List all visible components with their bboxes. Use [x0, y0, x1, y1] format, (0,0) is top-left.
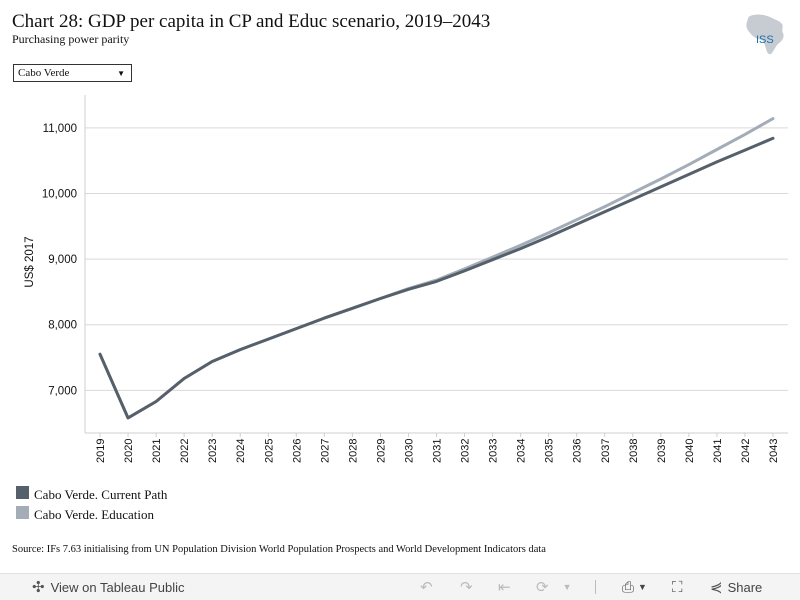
x-tick-label: 2029: [375, 439, 387, 463]
x-tick-label: 2026: [291, 439, 303, 463]
y-tick-label: 7,000: [48, 385, 77, 397]
tableau-icon: ✣: [32, 579, 45, 596]
tableau-toolbar: ✣ View on Tableau Public ↶ ↷ ⇤ ⟳ ▼ ⎙ ▼ ⛶…: [0, 573, 800, 600]
revert-button[interactable]: ⇤: [498, 574, 511, 600]
series-line-education[interactable]: [98, 117, 775, 420]
x-tick-label: 2024: [235, 439, 247, 463]
x-tick-label: 2039: [656, 439, 668, 463]
source-note: Source: IFs 7.63 initialising from UN Po…: [12, 544, 546, 555]
view-on-tableau-button[interactable]: ✣ View on Tableau Public: [32, 574, 185, 600]
legend-item-current-path[interactable]: Cabo Verde. Current Path: [16, 485, 167, 505]
series-lines: [98, 117, 775, 420]
chevron-down-icon: ▼: [638, 582, 647, 592]
x-tick-label: 2033: [488, 439, 500, 463]
grid-lines: [85, 127, 788, 391]
x-tick-label: 2034: [516, 439, 528, 463]
refresh-icon: ⟳: [536, 579, 549, 596]
x-tick-label: 2043: [768, 439, 780, 463]
share-label: Share: [727, 579, 763, 595]
x-tick-label: 2019: [95, 439, 107, 463]
x-tick-label: 2028: [347, 439, 359, 463]
share-button[interactable]: ⋞ Share: [710, 574, 762, 600]
x-tick-labels: 2019 2020 2021 2022 2023 2024 2025 2026 2027 2028…: [95, 433, 780, 463]
toolbar-divider: [595, 580, 596, 594]
x-tick-label: 2025: [263, 439, 275, 463]
x-tick-label: 2021: [151, 439, 163, 463]
caret-down-icon: ▼: [117, 68, 125, 78]
y-tick-label: 11,000: [43, 123, 77, 135]
fullscreen-icon: ⛶: [672, 578, 683, 596]
line-chart: 7,000 8,000 9,000 10,000 11,000 2019 2020 2021…: [24, 95, 788, 463]
x-tick-label: 2032: [460, 439, 472, 463]
y-axis-label: US$ 2017: [24, 236, 36, 287]
x-tick-label: 2042: [740, 439, 752, 463]
y-tick-label: 8,000: [48, 320, 77, 332]
refresh-button[interactable]: ⟳ ▼: [536, 574, 572, 600]
download-button[interactable]: ⎙ ▼: [622, 574, 647, 600]
dropdown-selected-value: Cabo Verde: [18, 67, 70, 79]
legend-label: Cabo Verde. Current Path: [34, 487, 168, 502]
redo-icon: ↷: [460, 579, 473, 596]
svg-text:ISS: ISS: [756, 34, 774, 46]
legend-swatch: [16, 505, 29, 519]
revert-icon: ⇤: [498, 579, 511, 596]
y-tick-label: 9,000: [48, 254, 77, 266]
x-tick-label: 2022: [179, 439, 191, 463]
chart-subtitle: Purchasing power parity: [12, 32, 130, 46]
x-tick-label: 2030: [403, 439, 415, 463]
x-tick-label: 2023: [207, 439, 219, 463]
x-tick-label: 2036: [572, 439, 584, 463]
x-tick-label: 2027: [319, 439, 331, 463]
legend-label: Cabo Verde. Education: [34, 507, 154, 522]
legend-swatch: [16, 485, 29, 499]
fullscreen-button[interactable]: ⛶: [672, 574, 683, 600]
y-tick-label: 10,000: [42, 188, 77, 200]
download-icon: ⎙: [622, 578, 635, 596]
chevron-down-icon: ▼: [562, 582, 572, 592]
iss-africa-logo: ISS: [746, 14, 784, 55]
legend: Cabo Verde. Current Path Cabo Verde. Edu…: [16, 485, 167, 525]
undo-icon: ↶: [420, 579, 433, 596]
view-on-tableau-label: View on Tableau Public: [50, 579, 185, 595]
chart-title: Chart 28: GDP per capita in CP and Educ …: [12, 11, 491, 32]
legend-item-education[interactable]: Cabo Verde. Education: [16, 505, 167, 525]
country-filter-dropdown[interactable]: Cabo Verde ▼: [13, 64, 132, 82]
y-tick-labels: 7,000 8,000 9,000 10,000 11,000: [42, 123, 77, 398]
undo-button[interactable]: ↶: [420, 574, 433, 600]
x-tick-label: 2035: [544, 439, 556, 463]
redo-button[interactable]: ↷: [460, 574, 473, 600]
x-tick-label: 2041: [712, 439, 724, 463]
series-line-current-path[interactable]: [98, 136, 775, 420]
x-tick-label: 2040: [684, 439, 696, 463]
x-tick-label: 2037: [600, 439, 612, 463]
x-tick-label: 2031: [432, 439, 444, 463]
x-tick-label: 2020: [123, 439, 135, 463]
x-tick-label: 2038: [628, 439, 640, 463]
share-icon: ⋞: [710, 579, 723, 596]
